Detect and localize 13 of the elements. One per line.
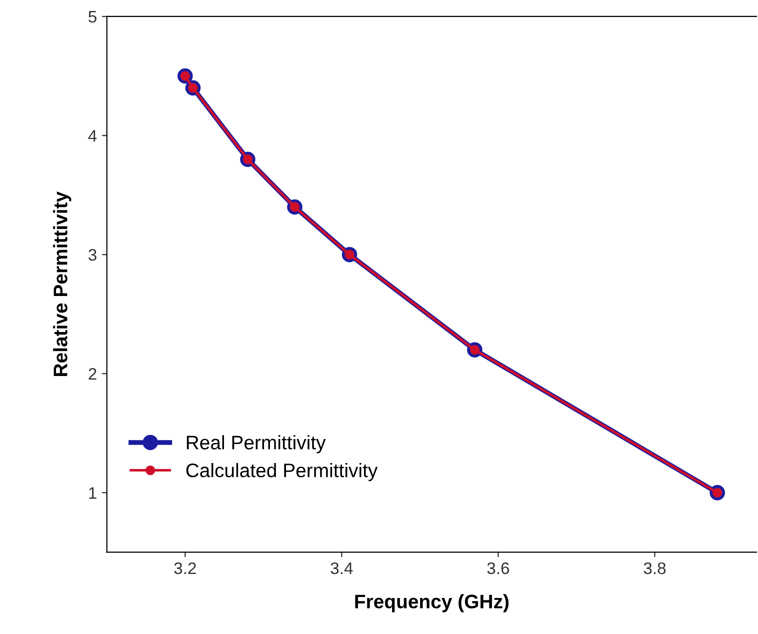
x-tick-label: 3.6 xyxy=(487,562,510,574)
y-tick-label: 4 xyxy=(88,130,97,142)
legend-label: Real Permittivity xyxy=(186,435,326,454)
y-tick-label: 5 xyxy=(88,11,96,23)
y-tick-label: 3 xyxy=(88,248,96,261)
y-tick-label: 2 xyxy=(88,368,96,380)
legend-label: Calculated Permittivity xyxy=(186,463,378,482)
x-tick-label: 3.8 xyxy=(644,562,666,574)
x-axis-title: Frequency (GHz) xyxy=(355,594,509,612)
x-tick-label: 3.2 xyxy=(174,562,196,574)
x-tick-label: 3.4 xyxy=(330,562,353,574)
y-tick-label: 1 xyxy=(89,487,96,499)
y-axis-title: Relative Permittivity xyxy=(53,192,72,376)
